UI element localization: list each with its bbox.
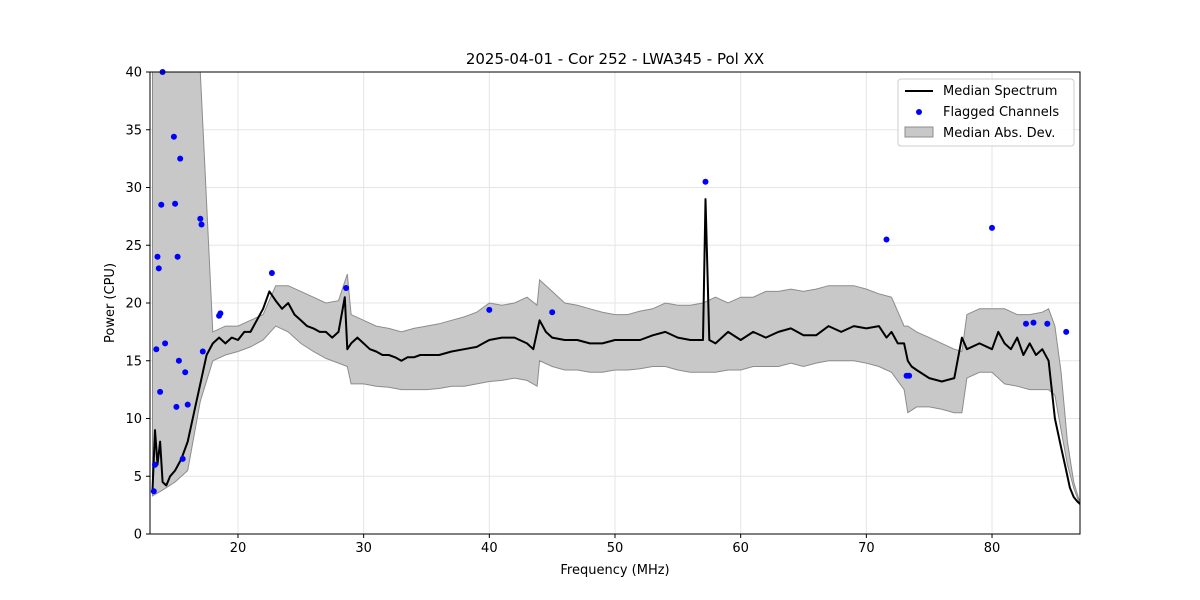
- y-tick-label: 30: [125, 181, 142, 196]
- y-tick-label: 15: [125, 354, 142, 369]
- flagged-channel-point: [177, 155, 184, 162]
- y-tick-label: 40: [125, 66, 142, 81]
- flagged-channel-point: [172, 200, 179, 207]
- legend-mad-swatch: [904, 126, 934, 138]
- median-spectrum-line: [151, 198, 1080, 505]
- x-tick-label: 50: [607, 541, 624, 556]
- legend: Median Spectrum Flagged Channels Median …: [897, 78, 1075, 147]
- flagged-channel-point: [343, 285, 350, 291]
- x-tick-label: 30: [355, 541, 372, 556]
- y-tick-label: 35: [125, 123, 142, 138]
- flagged-channel-point: [217, 310, 224, 317]
- flagged-channel-point: [158, 201, 165, 208]
- y-tick-label: 0: [134, 528, 142, 543]
- legend-box: [897, 78, 1075, 147]
- flagged-channel-point: [989, 224, 995, 231]
- flagged-channel-point: [179, 455, 186, 462]
- y-tick-label: 20: [125, 297, 142, 312]
- flagged-channel-point: [906, 372, 913, 379]
- flagged-channel-point: [1023, 320, 1029, 327]
- median-line: [151, 198, 1080, 505]
- y-axis-label: Power (CPU): [103, 263, 118, 343]
- flagged-channel-point: [170, 133, 177, 140]
- flagged-channel-point: [883, 236, 890, 243]
- mad-area: [152, 72, 1080, 506]
- legend-flagged-swatch: [916, 109, 922, 115]
- x-tick-label: 40: [481, 541, 498, 556]
- flagged-channel-point: [702, 178, 709, 185]
- flagged-channel-point: [197, 215, 204, 222]
- flagged-channel-point: [198, 221, 205, 228]
- flagged-channel-point: [486, 306, 493, 313]
- flagged-channel-point: [152, 461, 158, 468]
- flagged-channel-point: [268, 270, 275, 276]
- y-tick-label: 5: [134, 470, 142, 485]
- mad-band: [152, 72, 1080, 506]
- x-tick-label: 80: [984, 541, 1001, 556]
- chart-title: 2025-04-01 - Cor 252 - LWA345 - Pol XX: [466, 50, 764, 68]
- flagged-channel-point: [174, 253, 181, 260]
- flagged-channel-point: [173, 403, 180, 410]
- flagged-channel-point: [154, 253, 161, 260]
- x-tick-label: 70: [858, 541, 875, 556]
- flagged-channel-point: [150, 488, 157, 495]
- flagged-channel-point: [162, 340, 169, 347]
- flagged-channel-point: [153, 346, 160, 353]
- flagged-channel-point: [1044, 320, 1051, 327]
- x-tick-label: 20: [230, 541, 247, 556]
- x-axis-ticks: 20 30 40 50 60 70 80: [230, 534, 1001, 556]
- flagged-points: [150, 69, 1070, 495]
- legend-label-flagged: Flagged Channels: [943, 105, 1059, 120]
- flagged-channel-point: [155, 265, 162, 272]
- y-axis-ticks: 0 5 10 15 20 25 30 35 40: [125, 66, 150, 543]
- legend-label-median: Median Spectrum: [943, 84, 1057, 99]
- flagged-channel-point: [1030, 319, 1037, 326]
- flagged-channel-point: [184, 401, 191, 408]
- flagged-channel-point: [175, 357, 182, 364]
- y-tick-label: 25: [125, 239, 142, 254]
- flagged-channel-point: [549, 309, 556, 316]
- x-axis-label: Frequency (MHz): [560, 563, 669, 578]
- flagged-channel-point: [199, 348, 206, 355]
- x-tick-label: 60: [732, 541, 749, 556]
- flagged-channel-point: [157, 388, 164, 395]
- flagged-channel-point: [182, 369, 189, 376]
- flagged-channel-point: [1063, 328, 1070, 335]
- legend-label-mad: Median Abs. Dev.: [943, 126, 1055, 141]
- y-tick-label: 10: [125, 412, 142, 427]
